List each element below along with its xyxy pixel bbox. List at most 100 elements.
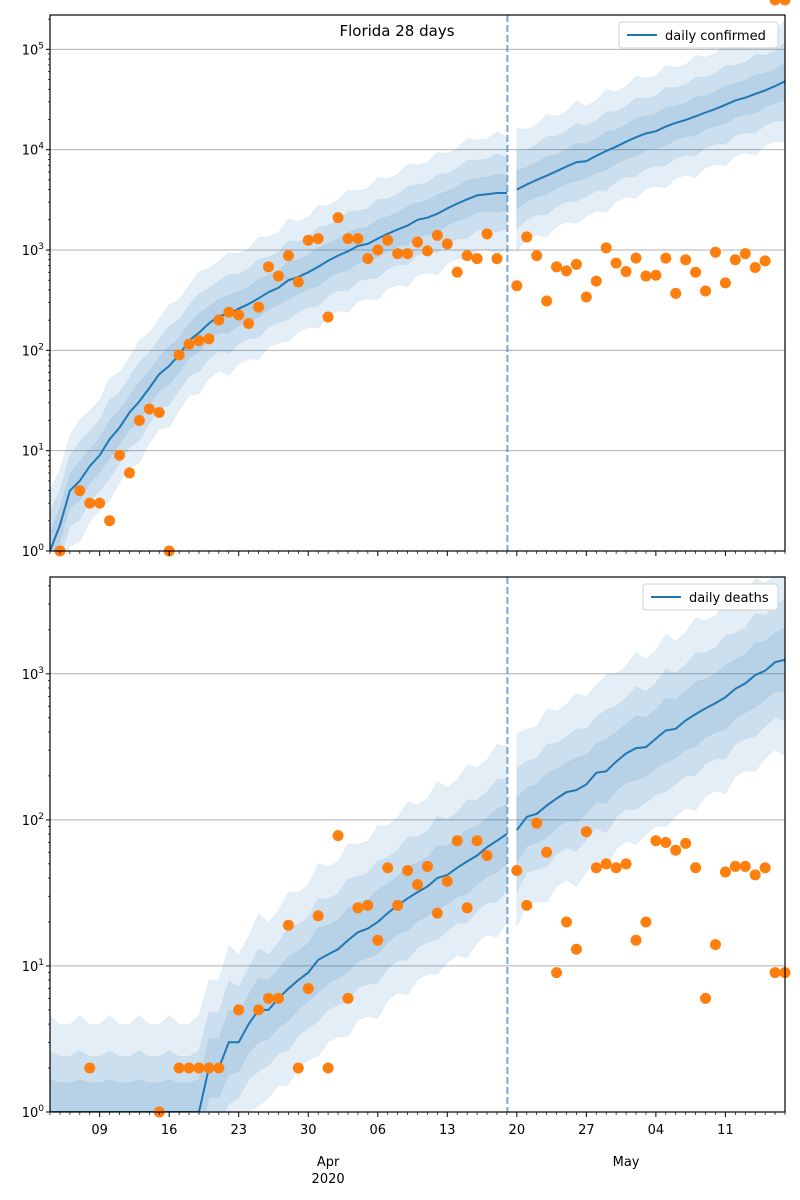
observed-point (133, 414, 145, 426)
observed-point (610, 257, 622, 269)
observed-point (322, 1062, 334, 1074)
observed-point (690, 862, 702, 874)
observed-point (670, 287, 682, 299)
y-tick-label: 101 (22, 443, 44, 460)
observed-point (650, 269, 662, 281)
observed-point (243, 318, 255, 330)
observed-point (570, 258, 582, 270)
observed-point (292, 276, 304, 288)
observed-point (421, 860, 433, 872)
observed-point (729, 860, 741, 872)
observed-point (342, 233, 354, 245)
observed-point (700, 992, 712, 1004)
y-tick-label: 103 (22, 666, 44, 683)
observed-point (84, 497, 96, 509)
observed-point (173, 1062, 185, 1074)
observed-point (560, 265, 572, 277)
observed-point (223, 306, 235, 318)
observed-point (600, 858, 612, 870)
observed-point (282, 250, 294, 262)
fit-median-line (50, 192, 507, 551)
observed-point (700, 285, 712, 297)
observed-point (541, 295, 553, 307)
x-axis-labels: 09 16 23 30 06 13 20 27 04 11 Apr 2020 May (91, 1123, 733, 1187)
observed-point (203, 1062, 215, 1074)
forecast-band-middle (516, 41, 785, 230)
observed-point (302, 983, 314, 995)
observed-point (153, 407, 165, 419)
observed-point (759, 862, 771, 874)
observed-point (302, 234, 314, 246)
observed-point (372, 244, 384, 256)
observed-point (94, 497, 106, 509)
legend-box (618, 21, 779, 49)
x-tick-label: 23 (230, 1123, 247, 1138)
observed-point (570, 943, 582, 955)
observed-point (630, 252, 642, 264)
observed-point (362, 899, 374, 911)
observed-point (680, 254, 692, 266)
observed-point (580, 826, 592, 838)
forecast-band-middle (516, 597, 785, 892)
observed-point (779, 0, 791, 6)
y-tick-label: 100 (22, 1104, 45, 1121)
observed-point (213, 314, 225, 326)
observed-point (670, 844, 682, 856)
observed-point (709, 939, 721, 951)
observed-point (551, 261, 563, 273)
observed-point (84, 1062, 96, 1074)
observed-point (382, 862, 394, 874)
observed-point (481, 228, 493, 240)
observed-point (392, 899, 404, 911)
x-month-label: Apr (317, 1155, 340, 1170)
x-tick-label: 09 (91, 1123, 108, 1138)
x-month-label: May (613, 1155, 640, 1170)
observed-point (481, 850, 493, 862)
observed-point (372, 934, 384, 946)
observed-point (143, 403, 155, 415)
observed-point (104, 515, 116, 527)
observed-point (123, 467, 135, 479)
observed-point (412, 236, 423, 248)
legend-label: daily confirmed (665, 29, 766, 44)
observed-point (114, 449, 126, 461)
observed-point (441, 238, 453, 250)
observed-point (511, 280, 523, 292)
observed-point (412, 879, 423, 891)
observed-point (352, 902, 364, 914)
observed-point (620, 858, 632, 870)
observed-point (461, 250, 473, 262)
observed-point (749, 261, 761, 273)
forecast-band-outer (516, 19, 785, 253)
observed-point (769, 967, 781, 979)
observed-point (739, 860, 751, 872)
observed-point (739, 248, 751, 260)
x-tick-label: 16 (161, 1123, 178, 1138)
observed-point (253, 1004, 265, 1016)
observed-point (541, 846, 553, 858)
observed-point (719, 866, 731, 878)
observed-point (551, 967, 563, 979)
observed-point (421, 245, 433, 257)
observed-point (441, 875, 453, 887)
y-tick-label: 105 (22, 41, 44, 58)
observed-point (560, 916, 572, 928)
observed-point (312, 233, 324, 245)
observed-point (521, 899, 533, 911)
confirmed-panel: 100 101 102 103 104 105 Florida 28 days daily c… (22, 0, 791, 560)
forecast-median-line (516, 80, 785, 191)
y-tick-label: 102 (22, 342, 44, 359)
observed-point (342, 992, 354, 1004)
observed-point (759, 255, 771, 267)
observed-point (600, 242, 612, 254)
observed-point (451, 266, 463, 278)
observed-point (322, 311, 334, 323)
forecast-band-inner (516, 626, 785, 865)
deaths-panel: 100 101 102 103 daily deaths (22, 576, 791, 1121)
observed-point (531, 817, 543, 829)
observed-point (471, 835, 483, 847)
observed-point (272, 992, 284, 1004)
y-tick-label: 103 (22, 242, 44, 259)
observed-point (272, 270, 284, 282)
observed-point (362, 253, 374, 265)
